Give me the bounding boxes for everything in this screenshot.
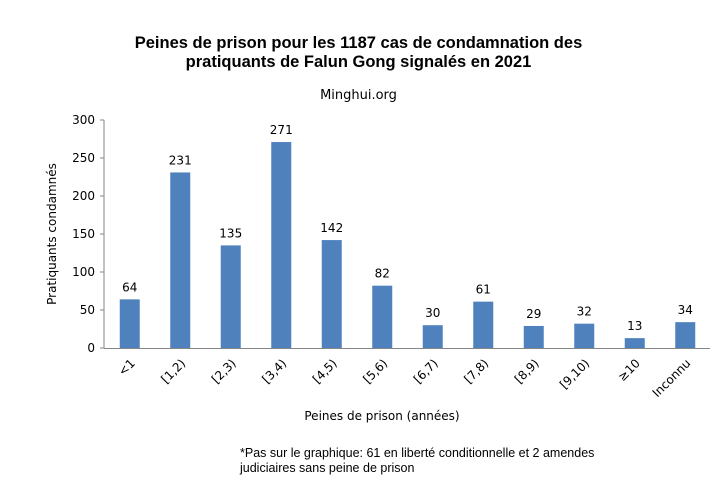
y-tick-label: 100: [72, 265, 95, 279]
x-axis-label: Peines de prison (années): [304, 409, 459, 423]
y-tick-label: 0: [87, 341, 95, 355]
x-tick-label: <1: [115, 356, 137, 378]
x-tick-label: [9,10): [557, 356, 592, 391]
data-label: 34: [678, 303, 693, 317]
data-label: 135: [219, 226, 242, 240]
chart-subtitle: Minghui.org: [320, 88, 397, 103]
x-tick-label: [5,6): [360, 356, 390, 386]
y-tick-label: 50: [80, 303, 95, 317]
y-tick-label: 250: [72, 151, 95, 165]
data-label: 231: [169, 153, 192, 167]
data-label: 271: [270, 123, 293, 137]
bar: [372, 285, 393, 348]
x-tick-label: [8,9): [512, 356, 542, 386]
bar: [675, 322, 696, 348]
y-tick-label: 150: [72, 227, 95, 241]
data-label: 64: [122, 280, 137, 294]
x-tick-label: [6,7): [411, 356, 441, 386]
data-label: 142: [320, 221, 343, 235]
data-label: 61: [476, 283, 491, 297]
chart-title-line1: Peines de prison pour les 1187 cas de co…: [134, 34, 583, 52]
chart-title: Peines de prison pour les 1187 cas de co…: [0, 34, 717, 72]
x-tick-label: Inconnu: [650, 356, 694, 400]
footnote: *Pas sur le graphique: 61 en liberté con…: [240, 446, 594, 476]
y-axis-label: Pratiquants condamnés: [45, 163, 59, 305]
x-tick-label: [1,2): [158, 356, 188, 386]
data-label: 82: [375, 267, 390, 281]
bar: [119, 299, 140, 348]
bar: [574, 323, 595, 348]
bar: [220, 245, 241, 348]
chart-title-line2: pratiquants de Falun Gong signalés en 20…: [185, 53, 532, 71]
bar: [321, 240, 342, 348]
x-tick-label: ≥10: [615, 356, 643, 384]
data-label: 29: [526, 307, 541, 321]
x-tick-label: [3,4): [259, 356, 289, 386]
data-label: 30: [425, 306, 440, 320]
x-tick-label: [7,8): [461, 356, 491, 386]
bar: [523, 325, 544, 348]
footnote-line1: *Pas sur le graphique: 61 en liberté con…: [240, 446, 595, 460]
x-tick-label: [4,5): [310, 356, 340, 386]
bar: [170, 172, 191, 348]
bar: [624, 338, 645, 348]
y-tick-label: 200: [72, 189, 95, 203]
data-label: 13: [627, 319, 642, 333]
x-tick-label: [2,3): [209, 356, 239, 386]
footnote-line2: judiciaires sans peine de prison: [240, 461, 415, 475]
data-label: 32: [577, 305, 592, 319]
bar: [422, 325, 443, 348]
y-tick-label: 300: [72, 113, 95, 127]
bar: [271, 142, 292, 348]
bar: [473, 301, 494, 348]
